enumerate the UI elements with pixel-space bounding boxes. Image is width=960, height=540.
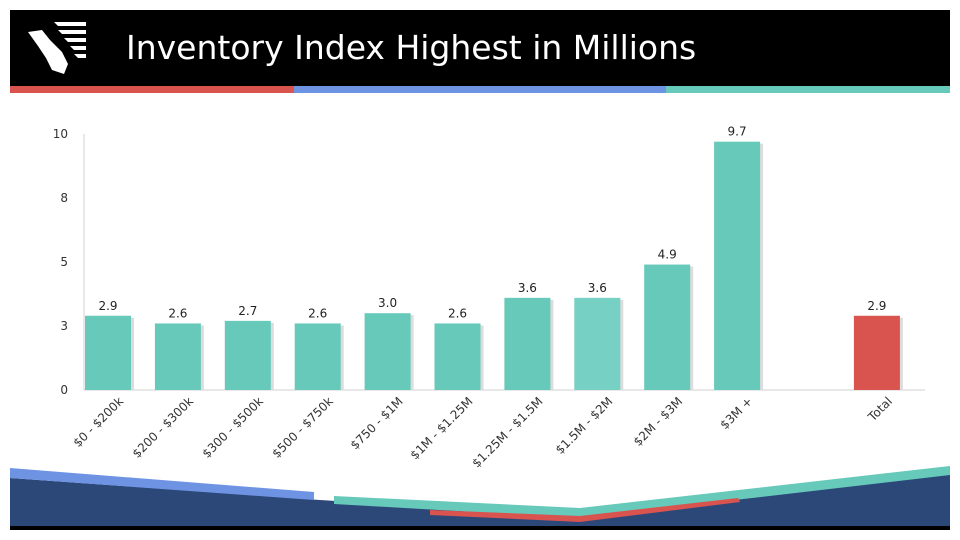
bar	[434, 323, 481, 390]
data-label: 9.7	[728, 125, 747, 139]
category-label: Total	[865, 394, 895, 424]
data-label: 2.6	[168, 306, 187, 320]
bar	[224, 320, 271, 390]
bar	[644, 264, 691, 390]
bar	[364, 313, 411, 390]
data-label: 3.6	[518, 281, 537, 295]
california-logo-icon	[28, 22, 86, 74]
accent-stripe-red	[10, 86, 294, 93]
bar	[154, 323, 201, 390]
accent-stripe-blue	[294, 86, 666, 93]
accent-stripe-teal	[666, 86, 950, 93]
footer-blue-stripe	[10, 468, 314, 500]
title-banner: Inventory Index Highest in Millions	[10, 10, 950, 86]
footer-red-stripe	[430, 498, 740, 522]
bar	[853, 315, 900, 390]
data-label: 2.9	[98, 299, 117, 313]
footer-base-line	[10, 526, 950, 530]
y-tick-label: 0	[60, 383, 68, 397]
page-title: Inventory Index Highest in Millions	[126, 28, 697, 67]
bar	[294, 323, 341, 390]
y-tick-label: 3	[60, 319, 68, 333]
data-label: 3.0	[378, 296, 397, 310]
inventory-bar-chart: 0 3 5 8 10 2.9 2.6 2.7 2.6 3.0 2.6 3.6 3.6 4.9 9.7 2.9…	[53, 125, 925, 470]
data-label: 2.7	[238, 304, 257, 318]
data-label: 2.6	[448, 306, 467, 320]
data-label: 2.6	[308, 306, 327, 320]
footer-navy-band	[10, 474, 950, 528]
bar	[714, 141, 761, 390]
bar	[574, 297, 621, 390]
footer-teal-stripe	[334, 466, 950, 518]
category-label: $3M +	[717, 394, 755, 432]
bar	[504, 297, 551, 390]
bar	[85, 315, 131, 390]
footer-decoration	[10, 466, 950, 530]
data-label: 4.9	[658, 248, 677, 262]
y-tick-label: 8	[60, 191, 68, 205]
data-label: 3.6	[588, 281, 607, 295]
y-tick-label: 10	[53, 127, 68, 141]
y-tick-label: 5	[60, 255, 68, 269]
data-label: 2.9	[867, 299, 886, 313]
